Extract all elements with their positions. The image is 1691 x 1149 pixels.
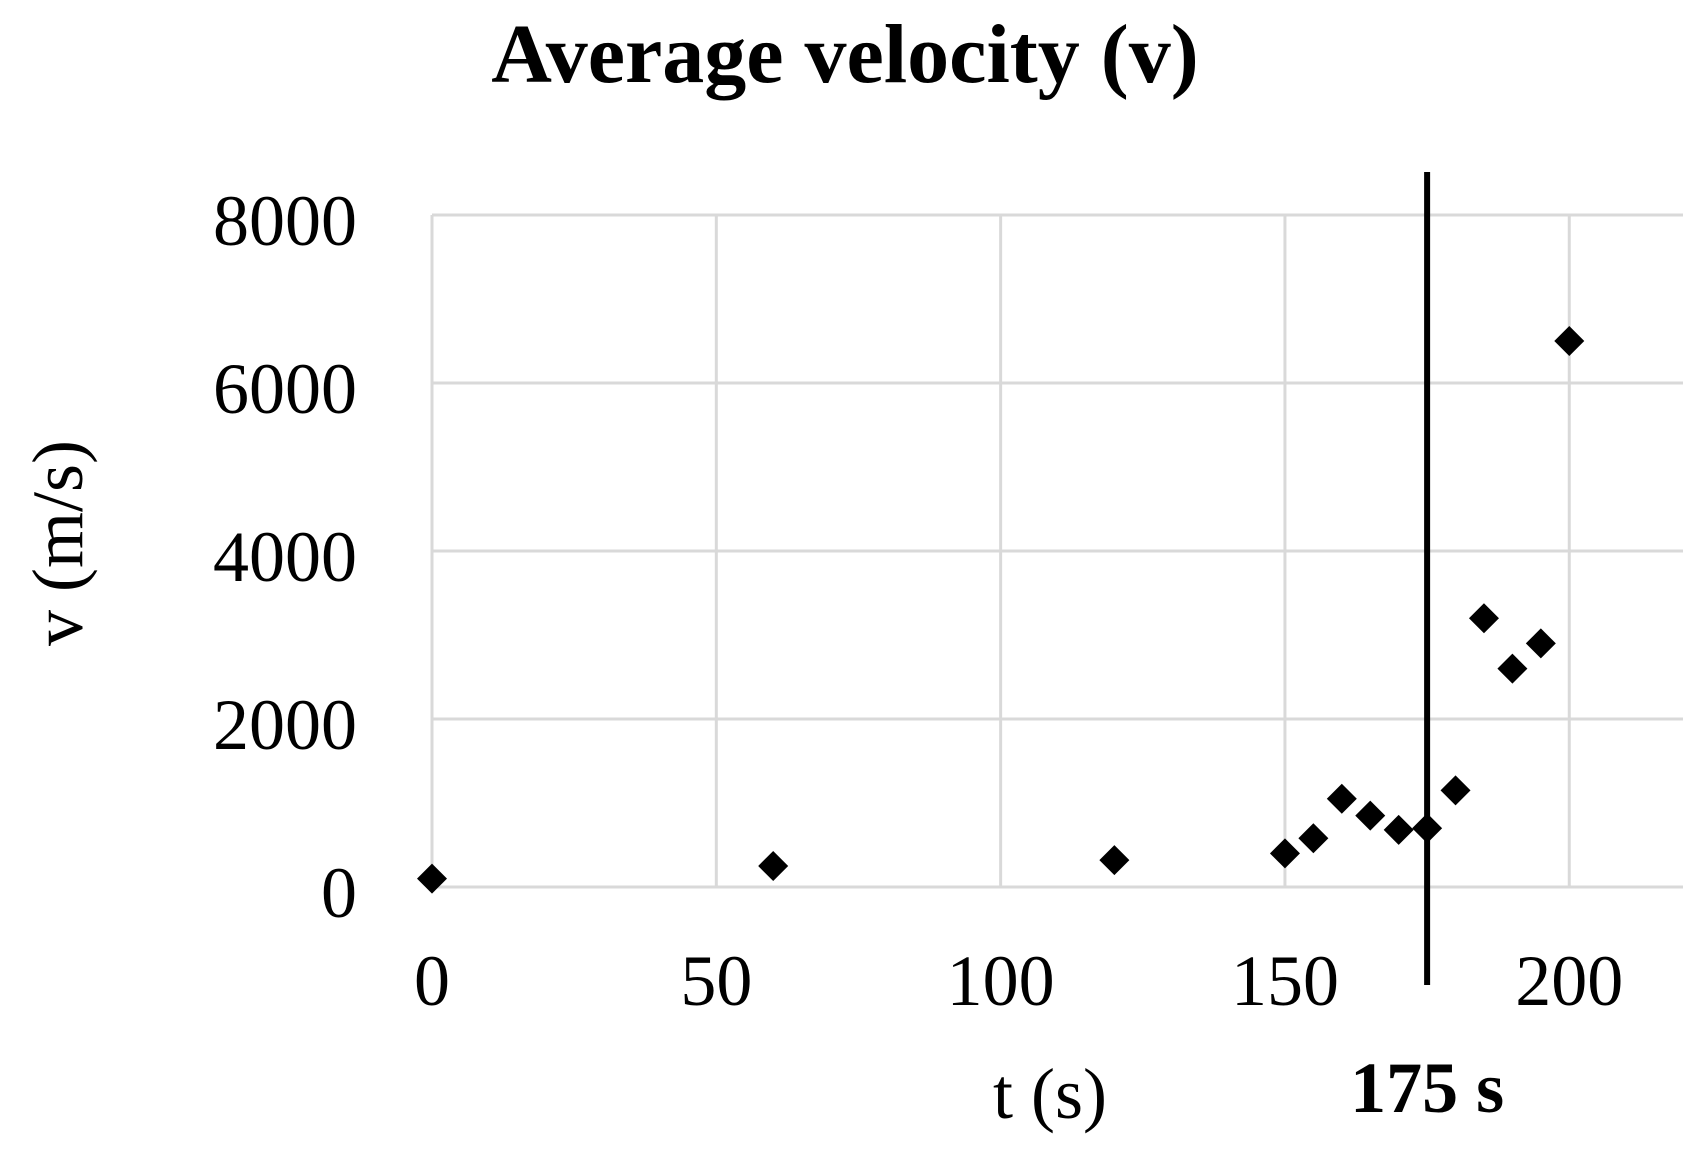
chart-title: Average velocity (v) — [491, 8, 1198, 101]
x-axis-ticks: 0 50 100 150 200 — [414, 941, 1623, 1021]
y-axis-ticks: 0 2000 4000 6000 8000 — [213, 181, 357, 933]
annotation: 175 s — [1350, 172, 1504, 1128]
y-tick-label-6000: 6000 — [213, 349, 357, 429]
data-points — [417, 326, 1585, 894]
data-point-200 — [1554, 326, 1585, 356]
data-point-165 — [1355, 800, 1386, 831]
x-tick-label-150: 150 — [1231, 941, 1339, 1021]
y-axis-label: v (m/s) — [18, 440, 98, 646]
data-point-60 — [758, 851, 789, 881]
data-point-190 — [1497, 653, 1528, 684]
data-point-180 — [1440, 775, 1471, 806]
x-tick-label-50: 50 — [680, 941, 752, 1021]
y-tick-label-4000: 4000 — [213, 517, 357, 597]
y-tick-label-2000: 2000 — [213, 685, 357, 765]
x-tick-label-200: 200 — [1515, 941, 1623, 1021]
data-point-185 — [1468, 603, 1499, 634]
x-tick-label-100: 100 — [947, 941, 1055, 1021]
y-tick-label-8000: 8000 — [213, 181, 357, 261]
data-point-120 — [1099, 845, 1130, 876]
x-axis-label: t (s) — [993, 1054, 1107, 1134]
data-point-195 — [1525, 628, 1556, 659]
data-point-0 — [417, 863, 447, 894]
data-point-170 — [1383, 814, 1414, 845]
y-tick-label-0: 0 — [321, 853, 357, 933]
data-point-150 — [1269, 838, 1300, 869]
data-point-155 — [1298, 823, 1329, 854]
x-tick-label-0: 0 — [414, 941, 450, 1021]
grid — [430, 213, 1683, 889]
vertical-marker-label: 175 s — [1350, 1048, 1504, 1128]
data-point-160 — [1326, 783, 1357, 814]
